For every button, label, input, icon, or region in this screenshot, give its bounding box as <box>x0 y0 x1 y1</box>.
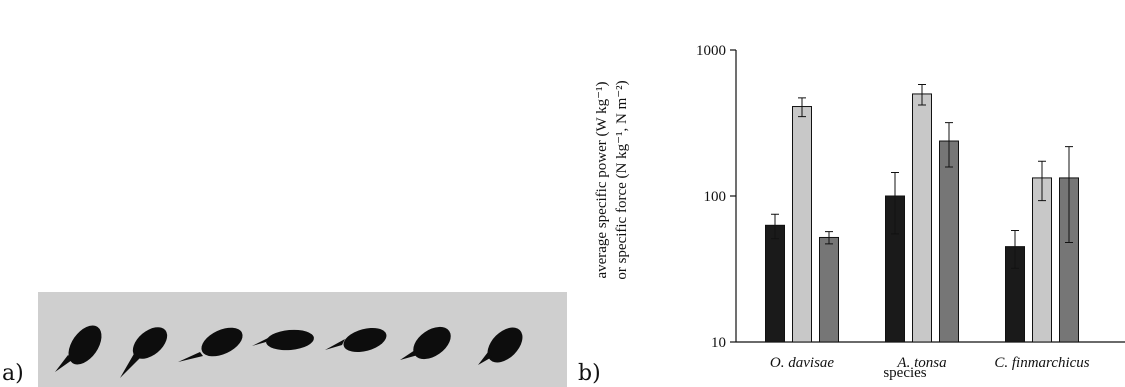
bar <box>765 224 785 343</box>
bar <box>912 93 932 343</box>
y-tick-label: 1000 <box>696 43 726 59</box>
bar <box>939 140 959 343</box>
y-tick-label: 100 <box>704 189 727 205</box>
y-axis-label: or specific force (N kg⁻¹, N m⁻²) <box>614 80 630 279</box>
x-tick-label: C. finmarchicus <box>994 355 1089 371</box>
panel-label: b) <box>578 361 601 386</box>
error-bar <box>1038 160 1046 202</box>
copepod-photo <box>38 292 567 387</box>
bar <box>819 236 839 343</box>
panel-label: a) <box>2 361 24 386</box>
error-bar <box>891 171 899 235</box>
bar <box>1032 177 1052 343</box>
y-tick-label: 10 <box>711 335 726 351</box>
error-bar <box>945 122 953 168</box>
bar <box>792 106 812 343</box>
error-bar <box>1011 230 1019 269</box>
error-bar <box>918 84 926 106</box>
error-bar <box>771 213 779 240</box>
error-bar <box>798 97 806 118</box>
x-tick-label: O. davisae <box>770 355 834 371</box>
x-axis-label: species <box>883 365 926 381</box>
error-bar <box>825 231 833 245</box>
error-bar <box>1065 146 1073 244</box>
x-tick-label: A. tonsa <box>896 355 946 371</box>
y-axis-label: average specific power (W kg⁻¹) <box>594 81 610 278</box>
